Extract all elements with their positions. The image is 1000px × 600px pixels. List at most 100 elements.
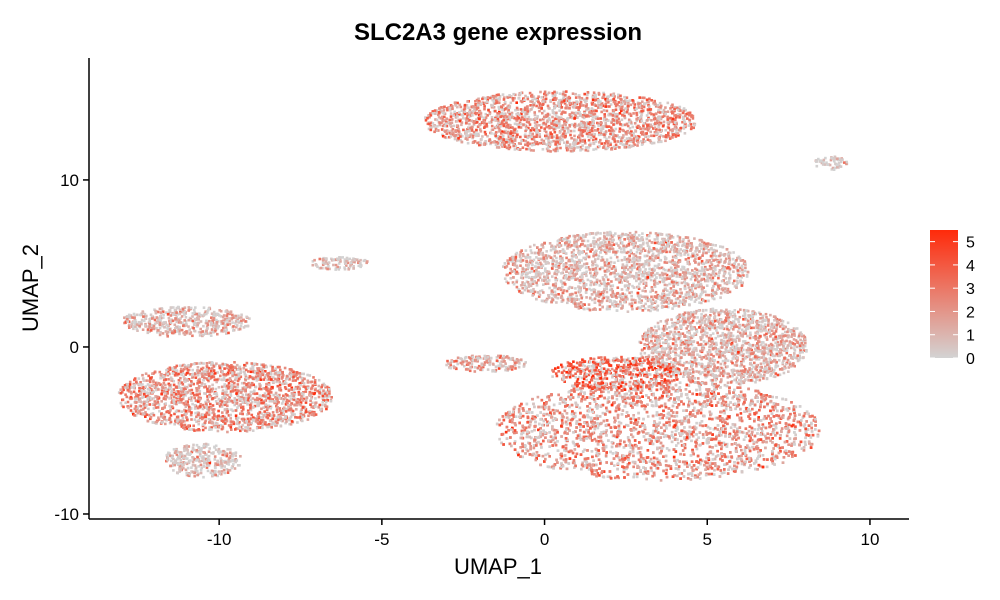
data-point bbox=[234, 378, 237, 382]
data-point bbox=[598, 144, 601, 148]
data-point bbox=[318, 388, 322, 392]
data-point bbox=[625, 122, 629, 126]
data-point bbox=[255, 396, 259, 400]
data-point bbox=[293, 403, 297, 406]
data-point bbox=[186, 403, 189, 406]
data-point bbox=[433, 130, 436, 134]
data-point bbox=[193, 407, 197, 410]
data-point bbox=[209, 406, 213, 410]
data-point bbox=[619, 142, 623, 145]
data-point bbox=[328, 388, 331, 391]
data-point bbox=[208, 394, 211, 397]
data-point bbox=[187, 445, 191, 448]
data-point bbox=[170, 456, 174, 459]
data-point bbox=[639, 127, 642, 131]
data-point bbox=[466, 141, 470, 145]
data-point bbox=[246, 421, 249, 425]
data-point bbox=[652, 115, 655, 118]
data-point bbox=[637, 102, 641, 105]
data-point bbox=[229, 448, 232, 451]
data-point bbox=[177, 329, 181, 332]
data-point bbox=[458, 113, 461, 116]
data-point bbox=[121, 398, 125, 401]
data-point bbox=[519, 91, 523, 95]
data-point bbox=[280, 402, 284, 405]
data-point bbox=[256, 370, 260, 373]
data-point bbox=[585, 96, 589, 100]
data-point bbox=[234, 389, 237, 392]
data-point bbox=[241, 428, 244, 431]
data-point bbox=[654, 131, 658, 134]
data-point bbox=[431, 110, 435, 113]
data-point bbox=[184, 390, 187, 394]
data-point bbox=[563, 93, 567, 97]
data-point bbox=[182, 390, 185, 393]
data-point bbox=[555, 134, 559, 137]
data-point bbox=[553, 107, 556, 110]
data-point bbox=[260, 401, 264, 405]
data-point bbox=[214, 426, 217, 429]
data-point bbox=[463, 110, 467, 113]
data-point bbox=[519, 126, 523, 129]
data-point bbox=[475, 98, 479, 102]
data-point bbox=[185, 444, 189, 447]
data-point bbox=[141, 383, 144, 386]
data-point bbox=[312, 412, 315, 415]
data-point bbox=[174, 410, 178, 414]
data-point bbox=[159, 317, 163, 320]
data-point bbox=[217, 426, 221, 429]
data-point bbox=[320, 392, 324, 396]
data-point bbox=[488, 121, 491, 124]
data-point bbox=[507, 144, 511, 147]
data-point bbox=[539, 90, 542, 94]
data-point bbox=[483, 130, 487, 134]
data-point bbox=[223, 394, 226, 398]
data-point bbox=[306, 379, 310, 383]
data-point bbox=[603, 133, 606, 136]
data-point bbox=[146, 328, 150, 331]
data-point bbox=[306, 385, 310, 388]
data-point bbox=[469, 126, 472, 130]
data-point bbox=[678, 128, 681, 132]
data-point bbox=[197, 428, 200, 431]
data-point bbox=[587, 146, 591, 149]
data-point bbox=[456, 105, 459, 109]
data-point bbox=[533, 113, 537, 117]
data-point bbox=[579, 104, 582, 108]
data-point bbox=[224, 452, 227, 455]
data-point bbox=[187, 460, 191, 464]
data-point bbox=[132, 321, 136, 324]
data-point bbox=[323, 399, 327, 402]
data-point bbox=[457, 111, 461, 114]
data-point bbox=[278, 386, 281, 390]
data-point bbox=[207, 307, 211, 310]
data-point bbox=[583, 129, 587, 133]
data-point bbox=[244, 426, 247, 429]
data-point bbox=[146, 388, 150, 391]
data-point bbox=[426, 116, 429, 120]
data-point bbox=[244, 429, 247, 432]
data-point bbox=[157, 318, 160, 322]
data-point bbox=[289, 397, 293, 401]
data-point bbox=[205, 319, 208, 323]
data-point bbox=[491, 128, 495, 131]
data-point bbox=[522, 108, 525, 112]
data-point bbox=[236, 406, 239, 409]
data-point bbox=[234, 320, 238, 323]
data-point bbox=[253, 362, 256, 366]
data-point bbox=[289, 375, 293, 379]
data-point bbox=[180, 388, 183, 391]
data-point bbox=[639, 131, 643, 135]
data-point bbox=[302, 372, 305, 376]
data-point bbox=[251, 365, 255, 368]
data-point bbox=[168, 368, 172, 371]
data-point bbox=[599, 105, 602, 109]
data-point bbox=[148, 320, 152, 323]
data-point bbox=[481, 135, 484, 138]
data-point bbox=[195, 428, 199, 432]
data-point bbox=[555, 140, 558, 143]
data-point bbox=[564, 120, 568, 123]
data-point bbox=[517, 142, 521, 145]
data-point bbox=[505, 146, 509, 150]
